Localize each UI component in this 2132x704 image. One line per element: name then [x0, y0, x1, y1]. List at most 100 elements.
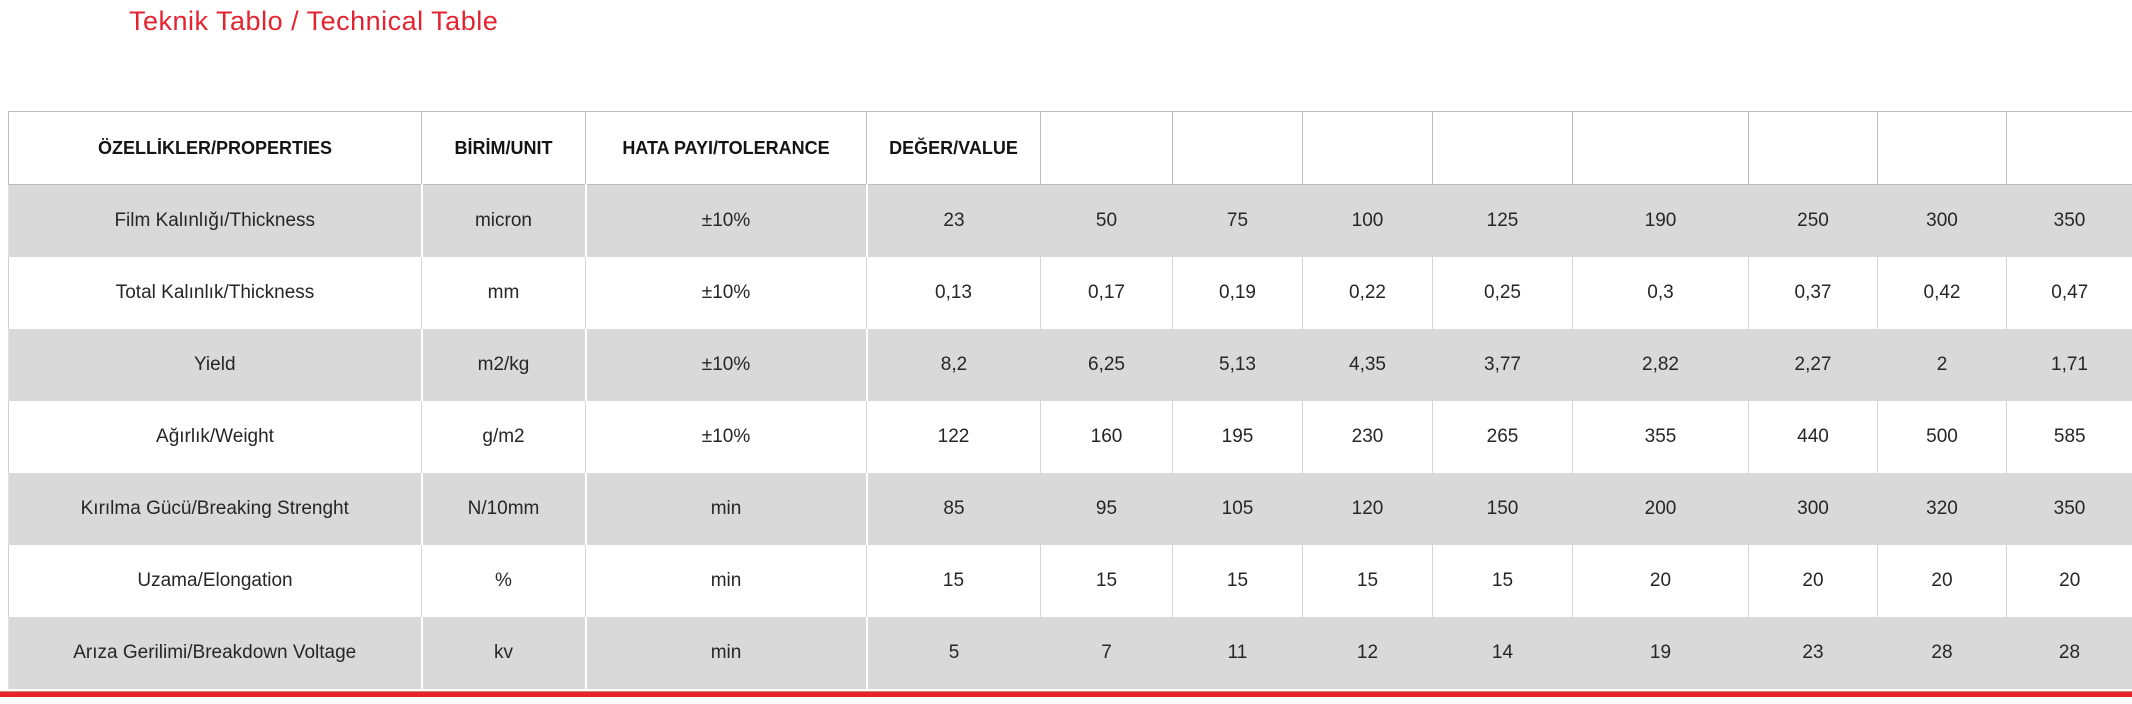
value-cell: 125	[1432, 184, 1573, 257]
value-cell: 355	[1572, 401, 1749, 473]
tolerance-cell: min	[585, 545, 867, 617]
property-cell: Film Kalınlığı/Thickness	[8, 184, 423, 257]
value-cell: 200	[1572, 473, 1749, 545]
bottom-red-rule	[0, 691, 2132, 697]
technical-table: ÖZELLİKLER/PROPERTIES BİRİM/UNIT HATA PAYI…	[8, 111, 2132, 689]
value-cell: 0,37	[1748, 257, 1878, 329]
value-cell: 14	[1432, 617, 1573, 689]
column-header: BİRİM/UNIT	[421, 111, 586, 185]
column-header-empty	[1877, 111, 2007, 185]
value-cell: 3,77	[1432, 329, 1573, 401]
table-row: Ağırlık/Weight g/m2 ±10% 122 160 195 230 265 355…	[8, 401, 2132, 473]
value-cell: 122	[866, 401, 1041, 473]
value-cell: 8,2	[866, 329, 1041, 401]
property-cell: Yield	[8, 329, 423, 401]
column-header-empty	[1572, 111, 1749, 185]
table-row: Total Kalınlık/Thickness mm ±10% 0,13 0,17 0,…	[8, 257, 2132, 329]
value-cell: 7	[1040, 617, 1173, 689]
value-cell: 1,71	[2006, 329, 2132, 401]
value-cell: 11	[1172, 617, 1303, 689]
unit-cell: kv	[421, 617, 587, 689]
column-header-empty	[1748, 111, 1878, 185]
value-cell: 150	[1432, 473, 1573, 545]
value-cell: 0,42	[1877, 257, 2007, 329]
unit-cell: micron	[421, 184, 587, 257]
table-row: Arıza Gerilimi/Breakdown Voltage kv min 5 7 1…	[8, 617, 2132, 689]
value-cell: 0,19	[1172, 257, 1303, 329]
header-row: ÖZELLİKLER/PROPERTIES BİRİM/UNIT HATA PAYI…	[8, 111, 2132, 185]
unit-cell: N/10mm	[421, 473, 587, 545]
value-cell: 0,17	[1040, 257, 1173, 329]
value-cell: 250	[1748, 184, 1878, 257]
value-cell: 160	[1040, 401, 1173, 473]
value-cell: 15	[1172, 545, 1303, 617]
value-cell: 500	[1877, 401, 2007, 473]
value-cell: 265	[1432, 401, 1573, 473]
property-cell: Total Kalınlık/Thickness	[8, 257, 422, 329]
property-cell: Uzama/Elongation	[8, 545, 422, 617]
value-cell: 2	[1877, 329, 2007, 401]
tolerance-cell: ±10%	[585, 257, 867, 329]
table-body: Film Kalınlığı/Thickness micron ±10% 23 50 75…	[8, 184, 2132, 689]
value-cell: 20	[1572, 545, 1749, 617]
column-header-empty	[1040, 111, 1173, 185]
value-cell: 2,27	[1748, 329, 1878, 401]
value-cell: 28	[2006, 617, 2132, 689]
tolerance-cell: ±10%	[585, 184, 868, 257]
value-cell: 5	[866, 617, 1041, 689]
value-cell: 2,82	[1572, 329, 1749, 401]
table-row: Uzama/Elongation% min 15 15 15 15 15 20 20 20 20	[8, 545, 2132, 617]
value-cell: 195	[1172, 401, 1303, 473]
column-header: ÖZELLİKLER/PROPERTIES	[8, 111, 422, 185]
value-cell: 20	[1877, 545, 2007, 617]
value-cell: 350	[2006, 184, 2132, 257]
value-cell: 585	[2006, 401, 2132, 473]
value-cell: 75	[1172, 184, 1303, 257]
column-header-empty	[1432, 111, 1573, 185]
value-cell: 15	[1302, 545, 1433, 617]
tolerance-cell: min	[585, 473, 868, 545]
value-cell: 20	[2006, 545, 2132, 617]
value-cell: 12	[1302, 617, 1433, 689]
column-header-empty	[1172, 111, 1303, 185]
value-cell: 4,35	[1302, 329, 1433, 401]
tolerance-cell: ±10%	[585, 329, 868, 401]
unit-cell: %	[421, 545, 586, 617]
value-cell: 320	[1877, 473, 2007, 545]
value-cell: 85	[866, 473, 1041, 545]
value-cell: 50	[1040, 184, 1173, 257]
value-cell: 15	[1040, 545, 1173, 617]
unit-cell: m2/kg	[421, 329, 587, 401]
value-cell: 15	[866, 545, 1041, 617]
value-cell: 120	[1302, 473, 1433, 545]
value-cell: 0,22	[1302, 257, 1433, 329]
value-cell: 23	[866, 184, 1041, 257]
value-cell: 20	[1748, 545, 1878, 617]
table-row: Yield m2/kg ±10% 8,2 6,25 5,13 4,35 3,77 2,82 2,2…	[8, 329, 2132, 401]
table-row: Kırılma Gücü/Breaking Strenght N/10mm min 8…	[8, 473, 2132, 545]
value-cell: 95	[1040, 473, 1173, 545]
value-cell: 0,13	[866, 257, 1041, 329]
value-cell: 5,13	[1172, 329, 1303, 401]
value-cell: 300	[1877, 184, 2007, 257]
value-cell: 440	[1748, 401, 1878, 473]
value-cell: 28	[1877, 617, 2007, 689]
value-cell: 23	[1748, 617, 1878, 689]
value-cell: 100	[1302, 184, 1433, 257]
property-cell: Arıza Gerilimi/Breakdown Voltage	[8, 617, 423, 689]
value-cell: 6,25	[1040, 329, 1173, 401]
property-cell: Kırılma Gücü/Breaking Strenght	[8, 473, 423, 545]
table-header-row: ÖZELLİKLER/PROPERTIES BİRİM/UNIT HATA PAYI…	[8, 111, 2132, 185]
tolerance-cell: ±10%	[585, 401, 867, 473]
property-cell: Ağırlık/Weight	[8, 401, 422, 473]
column-header-empty	[2006, 111, 2132, 185]
value-cell: 0,25	[1432, 257, 1573, 329]
value-cell: 190	[1572, 184, 1749, 257]
unit-cell: mm	[421, 257, 586, 329]
tolerance-cell: min	[585, 617, 868, 689]
column-header: DEĞER/VALUE	[866, 111, 1041, 185]
value-cell: 300	[1748, 473, 1878, 545]
column-header: HATA PAYI/TOLERANCE	[585, 111, 867, 185]
value-cell: 19	[1572, 617, 1749, 689]
